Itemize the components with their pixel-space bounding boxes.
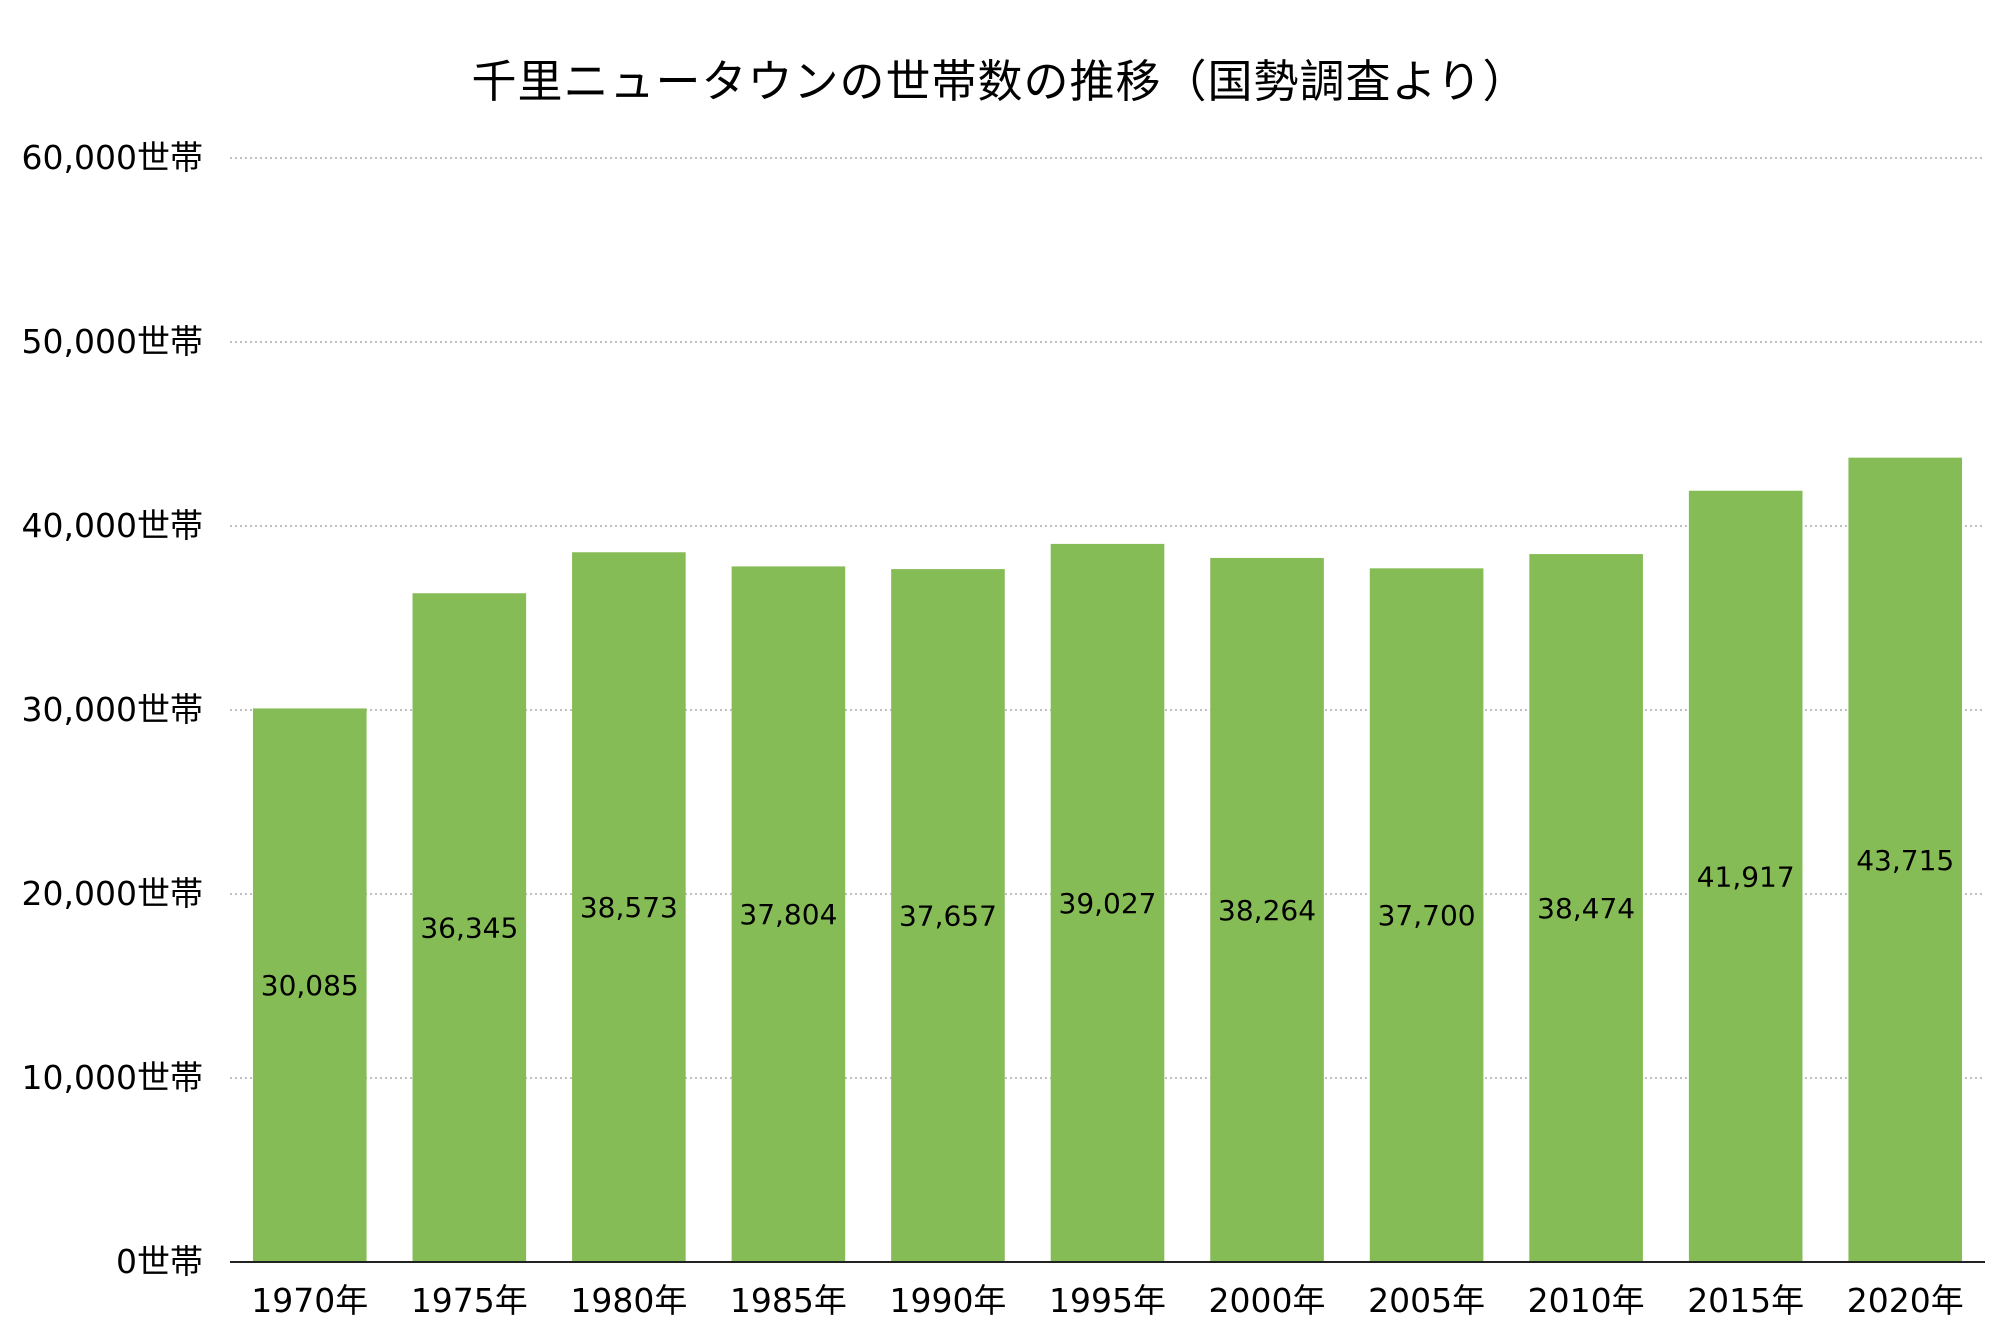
y-tick-label: 0世帯 [116,1242,203,1281]
x-tick-label: 1980年 [570,1281,687,1320]
y-axis-ticks: 0世帯 10,000世帯 20,000世帯 30,000世帯 40,000世帯 50,00… [22,138,203,1281]
bar [1688,490,1803,1263]
x-axis-ticks: 1970年 1975年 1980年 1985年 1990年 1995年 2000年 2005年… [251,1281,1963,1320]
x-tick-label: 2005年 [1368,1281,1485,1320]
bar [1210,557,1324,1262]
x-tick-label: 2010年 [1528,1281,1645,1320]
y-tick-label: 30,000世帯 [22,690,203,729]
x-tick-label: 1995年 [1049,1281,1166,1320]
bar [1529,554,1643,1262]
bar-data-label: 38,573 [580,891,678,924]
x-tick-label: 1990年 [889,1281,1006,1320]
y-tick-label: 40,000世帯 [22,506,203,545]
bar-data-label: 37,700 [1378,899,1476,932]
bar-data-label: 36,345 [420,912,518,945]
x-tick-label: 2020年 [1847,1281,1964,1320]
y-tick-label: 50,000世帯 [22,322,203,361]
bar [1369,568,1484,1262]
bar-data-label: 37,804 [739,898,837,931]
x-tick-label: 1985年 [730,1281,847,1320]
bar [891,569,1005,1262]
bars: 30,085 36,345 38,573 37,804 37,657 39,027 38,2… [252,457,1963,1263]
x-tick-label: 2015年 [1687,1281,1804,1320]
bar-data-label: 41,917 [1697,860,1795,893]
bar [572,552,686,1262]
y-tick-label: 20,000世帯 [22,874,203,913]
bar [1848,457,1963,1262]
bar-data-label: 39,027 [1059,887,1157,920]
bar-data-label: 30,085 [261,969,359,1002]
x-tick-label: 2000年 [1209,1281,1326,1320]
bar-data-label: 43,715 [1856,844,1954,877]
bar [412,593,527,1262]
y-tick-label: 10,000世帯 [22,1058,203,1097]
x-tick-label: 1970年 [251,1281,368,1320]
chart-title: 千里ニュータウンの世帯数の推移（国勢調査より） [471,55,1529,108]
y-tick-label: 60,000世帯 [22,138,203,177]
bar-data-label: 38,264 [1218,894,1316,927]
bar [731,566,846,1262]
bar [252,708,367,1262]
bar-data-label: 38,474 [1537,892,1635,925]
bar-data-label: 37,657 [899,900,997,933]
x-tick-label: 1975年 [411,1281,528,1320]
bar [1050,543,1165,1262]
